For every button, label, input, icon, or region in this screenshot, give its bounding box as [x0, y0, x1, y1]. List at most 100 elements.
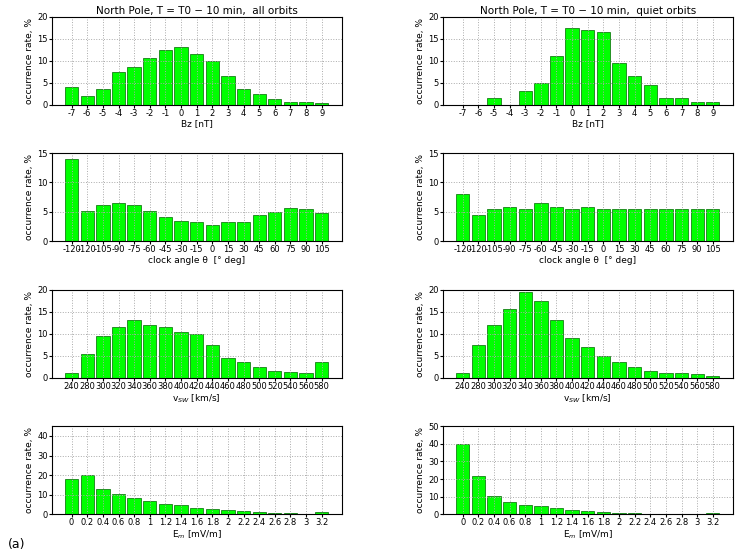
Bar	[675, 373, 688, 378]
Bar	[596, 32, 610, 105]
Bar	[519, 504, 532, 514]
Bar	[283, 373, 297, 378]
Bar	[613, 362, 625, 378]
Bar	[565, 338, 579, 378]
Bar	[488, 209, 501, 241]
Bar	[237, 89, 250, 105]
Bar	[96, 489, 110, 514]
Bar	[315, 512, 329, 514]
Bar	[534, 82, 548, 105]
Bar	[300, 209, 313, 241]
Bar	[127, 321, 141, 378]
Bar	[127, 205, 141, 241]
Bar	[206, 61, 219, 105]
Bar	[456, 373, 469, 378]
Bar	[534, 507, 548, 514]
Bar	[581, 347, 594, 378]
Bar	[550, 207, 563, 241]
Bar	[315, 103, 329, 105]
Bar	[65, 373, 78, 378]
Bar	[565, 28, 579, 105]
Bar	[268, 100, 281, 105]
Title: North Pole, T = T0 − 10 min,  all orbits: North Pole, T = T0 − 10 min, all orbits	[95, 6, 297, 16]
Bar	[221, 222, 235, 241]
Bar	[706, 513, 719, 514]
Y-axis label: occurrence rate, %: occurrence rate, %	[25, 18, 34, 103]
Bar	[503, 310, 517, 378]
Bar	[659, 98, 673, 105]
Bar	[550, 321, 563, 378]
Bar	[283, 102, 297, 105]
Bar	[596, 512, 610, 514]
Bar	[706, 209, 719, 241]
Bar	[644, 371, 657, 378]
Bar	[534, 301, 548, 378]
Bar	[237, 362, 250, 378]
Bar	[143, 500, 156, 514]
Bar	[659, 373, 673, 378]
Bar	[581, 30, 594, 105]
Text: (a): (a)	[8, 538, 26, 551]
Y-axis label: occurrence rate, %: occurrence rate, %	[417, 427, 425, 513]
Bar	[315, 213, 329, 241]
Bar	[596, 356, 610, 378]
Bar	[206, 509, 219, 514]
Bar	[143, 325, 156, 378]
X-axis label: v$_{SW}$ [km/s]: v$_{SW}$ [km/s]	[172, 392, 221, 405]
Bar	[534, 203, 548, 241]
Bar	[659, 209, 673, 241]
Bar	[283, 208, 297, 241]
Bar	[65, 87, 78, 105]
Bar	[159, 217, 172, 241]
Bar	[190, 508, 204, 514]
Bar	[159, 504, 172, 514]
Bar	[175, 331, 188, 378]
Bar	[283, 513, 297, 514]
Bar	[252, 93, 266, 105]
Bar	[190, 54, 204, 105]
Bar	[550, 56, 563, 105]
Bar	[96, 89, 110, 105]
Bar	[112, 327, 125, 378]
X-axis label: E$_m$ [mV/m]: E$_m$ [mV/m]	[562, 529, 613, 541]
Bar	[488, 325, 501, 378]
Bar	[143, 59, 156, 105]
Bar	[159, 50, 172, 105]
Bar	[112, 494, 125, 514]
Bar	[65, 159, 78, 241]
Bar	[471, 476, 485, 514]
Bar	[581, 207, 594, 241]
Bar	[706, 102, 719, 105]
Bar	[596, 209, 610, 241]
Y-axis label: occurrence rate, %: occurrence rate, %	[417, 154, 425, 240]
Bar	[628, 209, 642, 241]
Bar	[206, 345, 219, 378]
Bar	[81, 475, 94, 514]
Bar	[675, 98, 688, 105]
Bar	[159, 327, 172, 378]
Bar	[644, 85, 657, 105]
Bar	[690, 374, 704, 378]
X-axis label: clock angle θ  [° deg]: clock angle θ [° deg]	[539, 256, 636, 265]
X-axis label: clock angle θ  [° deg]: clock angle θ [° deg]	[148, 256, 245, 265]
Y-axis label: occurrence rate, %: occurrence rate, %	[417, 291, 425, 377]
Bar	[175, 505, 188, 514]
Bar	[471, 215, 485, 241]
Bar	[519, 91, 532, 105]
Bar	[190, 222, 204, 241]
Bar	[127, 67, 141, 105]
Bar	[690, 209, 704, 241]
Bar	[690, 102, 704, 105]
Bar	[613, 209, 625, 241]
Bar	[237, 222, 250, 241]
Bar	[252, 367, 266, 378]
Bar	[519, 209, 532, 241]
Bar	[503, 207, 517, 241]
Bar	[206, 225, 219, 241]
Bar	[628, 367, 642, 378]
Bar	[550, 508, 563, 514]
Bar	[175, 48, 188, 105]
Bar	[471, 345, 485, 378]
Bar	[565, 209, 579, 241]
Bar	[503, 502, 517, 514]
